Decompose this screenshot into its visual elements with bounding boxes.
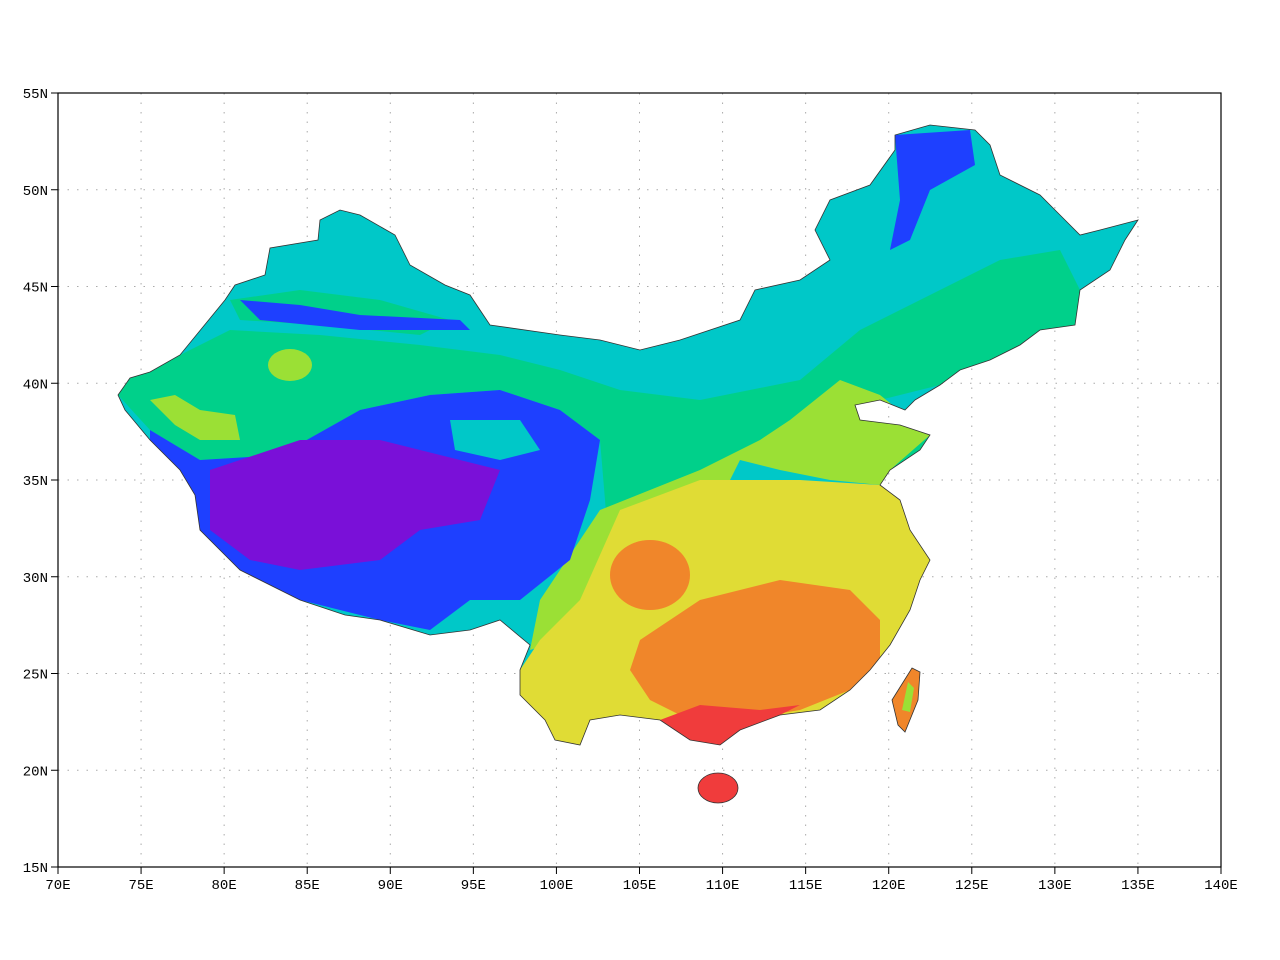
x-tick-label: 140E [1204, 878, 1238, 894]
x-tick-label: 85E [295, 878, 320, 894]
region-blue [890, 130, 975, 250]
coastline [117, 124, 1139, 746]
y-tick-label: 35N [23, 474, 48, 490]
region-lightgreen [150, 395, 240, 440]
x-tick-label: 95E [461, 878, 486, 894]
region-lightgreen [530, 380, 930, 650]
axes: 70E 75E 80E 85E 90E 95E 100E 105E 110E 115E 120E 12… [23, 87, 1238, 894]
region-purple [210, 440, 500, 570]
x-tick-label: 110E [706, 878, 740, 894]
region-cyan [450, 420, 540, 460]
x-tick-label: 125E [955, 878, 989, 894]
region-lightgreen [268, 349, 312, 381]
x-tick-label: 135E [1121, 878, 1155, 894]
region-green [118, 250, 1080, 560]
region-orange [630, 580, 880, 720]
y-tick-label: 30N [23, 571, 48, 587]
y-tick-label: 50N [23, 184, 48, 200]
y-tick-label: 40N [23, 377, 48, 393]
x-tick-label: 130E [1038, 878, 1072, 894]
x-tick-label: 105E [623, 878, 657, 894]
y-tick-label: 55N [23, 87, 48, 103]
x-tick-label: 100E [540, 878, 574, 894]
x-tick-label: 90E [378, 878, 403, 894]
x-tick-label: 115E [789, 878, 823, 894]
x-tick-label: 80E [212, 878, 237, 894]
x-tick-label: 70E [45, 878, 70, 894]
x-tick-label: 120E [872, 878, 906, 894]
y-tick-label: 20N [23, 764, 48, 780]
hainan [697, 772, 739, 804]
x-tick-label: 75E [128, 878, 153, 894]
region-red [660, 705, 800, 745]
region-orange [610, 540, 690, 610]
y-tick-label: 45N [23, 281, 48, 297]
y-tick-label: 25N [23, 668, 48, 684]
region-blue [240, 300, 470, 330]
y-tick-label: 15N [23, 861, 48, 877]
taiwan-inner [902, 682, 914, 712]
